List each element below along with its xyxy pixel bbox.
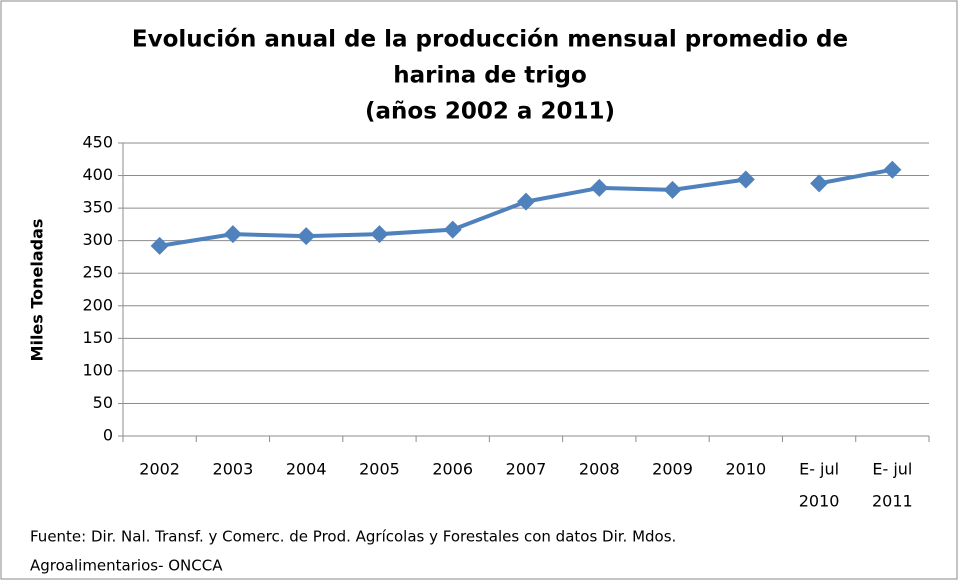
- x-tick-label: 2008: [579, 460, 620, 479]
- x-tick-label: 2006: [432, 460, 473, 479]
- source-note: Agroalimentarios- ONCCA: [30, 557, 223, 575]
- y-tick-label: 150: [82, 328, 113, 347]
- x-tick-label: 2005: [359, 460, 400, 479]
- y-tick-label: 50: [93, 393, 113, 412]
- data-point: [590, 178, 609, 197]
- y-tick-label: 400: [82, 165, 113, 184]
- x-tick-label: 2003: [213, 460, 254, 479]
- y-axis-label: Miles Toneladas: [28, 219, 47, 362]
- y-tick-label: 350: [82, 198, 113, 217]
- y-tick-label: 100: [82, 360, 113, 379]
- data-point: [663, 180, 682, 199]
- data-point: [150, 236, 169, 255]
- source-note: Fuente: Dir. Nal. Transf. y Comerc. de P…: [30, 528, 676, 546]
- data-point: [443, 220, 462, 239]
- x-tick-label: 2002: [139, 460, 180, 479]
- data-point: [517, 192, 535, 211]
- y-tick-label: 450: [82, 133, 113, 152]
- x-tick-label: 2010: [725, 460, 766, 479]
- data-point: [223, 225, 242, 244]
- y-tick-label: 0: [103, 426, 113, 445]
- x-tick-label: 2007: [506, 460, 547, 479]
- data-line: [818, 167, 893, 186]
- data-point: [810, 174, 829, 193]
- y-tick-label: 200: [82, 295, 113, 314]
- data-point: [297, 227, 316, 246]
- x-tick-label: 2009: [652, 460, 693, 479]
- chart-title: (años 2002 a 2011): [365, 99, 615, 125]
- data-point: [370, 225, 389, 244]
- chart-title: Evolución anual de la producción mensual…: [132, 27, 848, 53]
- data-point: [883, 160, 902, 179]
- chart-title: harina de trigo: [393, 63, 587, 89]
- x-tick-label: E- jul: [872, 460, 912, 479]
- x-tick-label: 2011: [872, 492, 913, 511]
- x-tick-label: E- jul: [799, 460, 839, 479]
- y-tick-label: 250: [82, 263, 113, 282]
- x-tick-label: 2004: [286, 460, 327, 479]
- x-tick-label: 2010: [799, 492, 840, 511]
- data-point: [736, 170, 755, 189]
- y-tick-label: 300: [82, 230, 113, 249]
